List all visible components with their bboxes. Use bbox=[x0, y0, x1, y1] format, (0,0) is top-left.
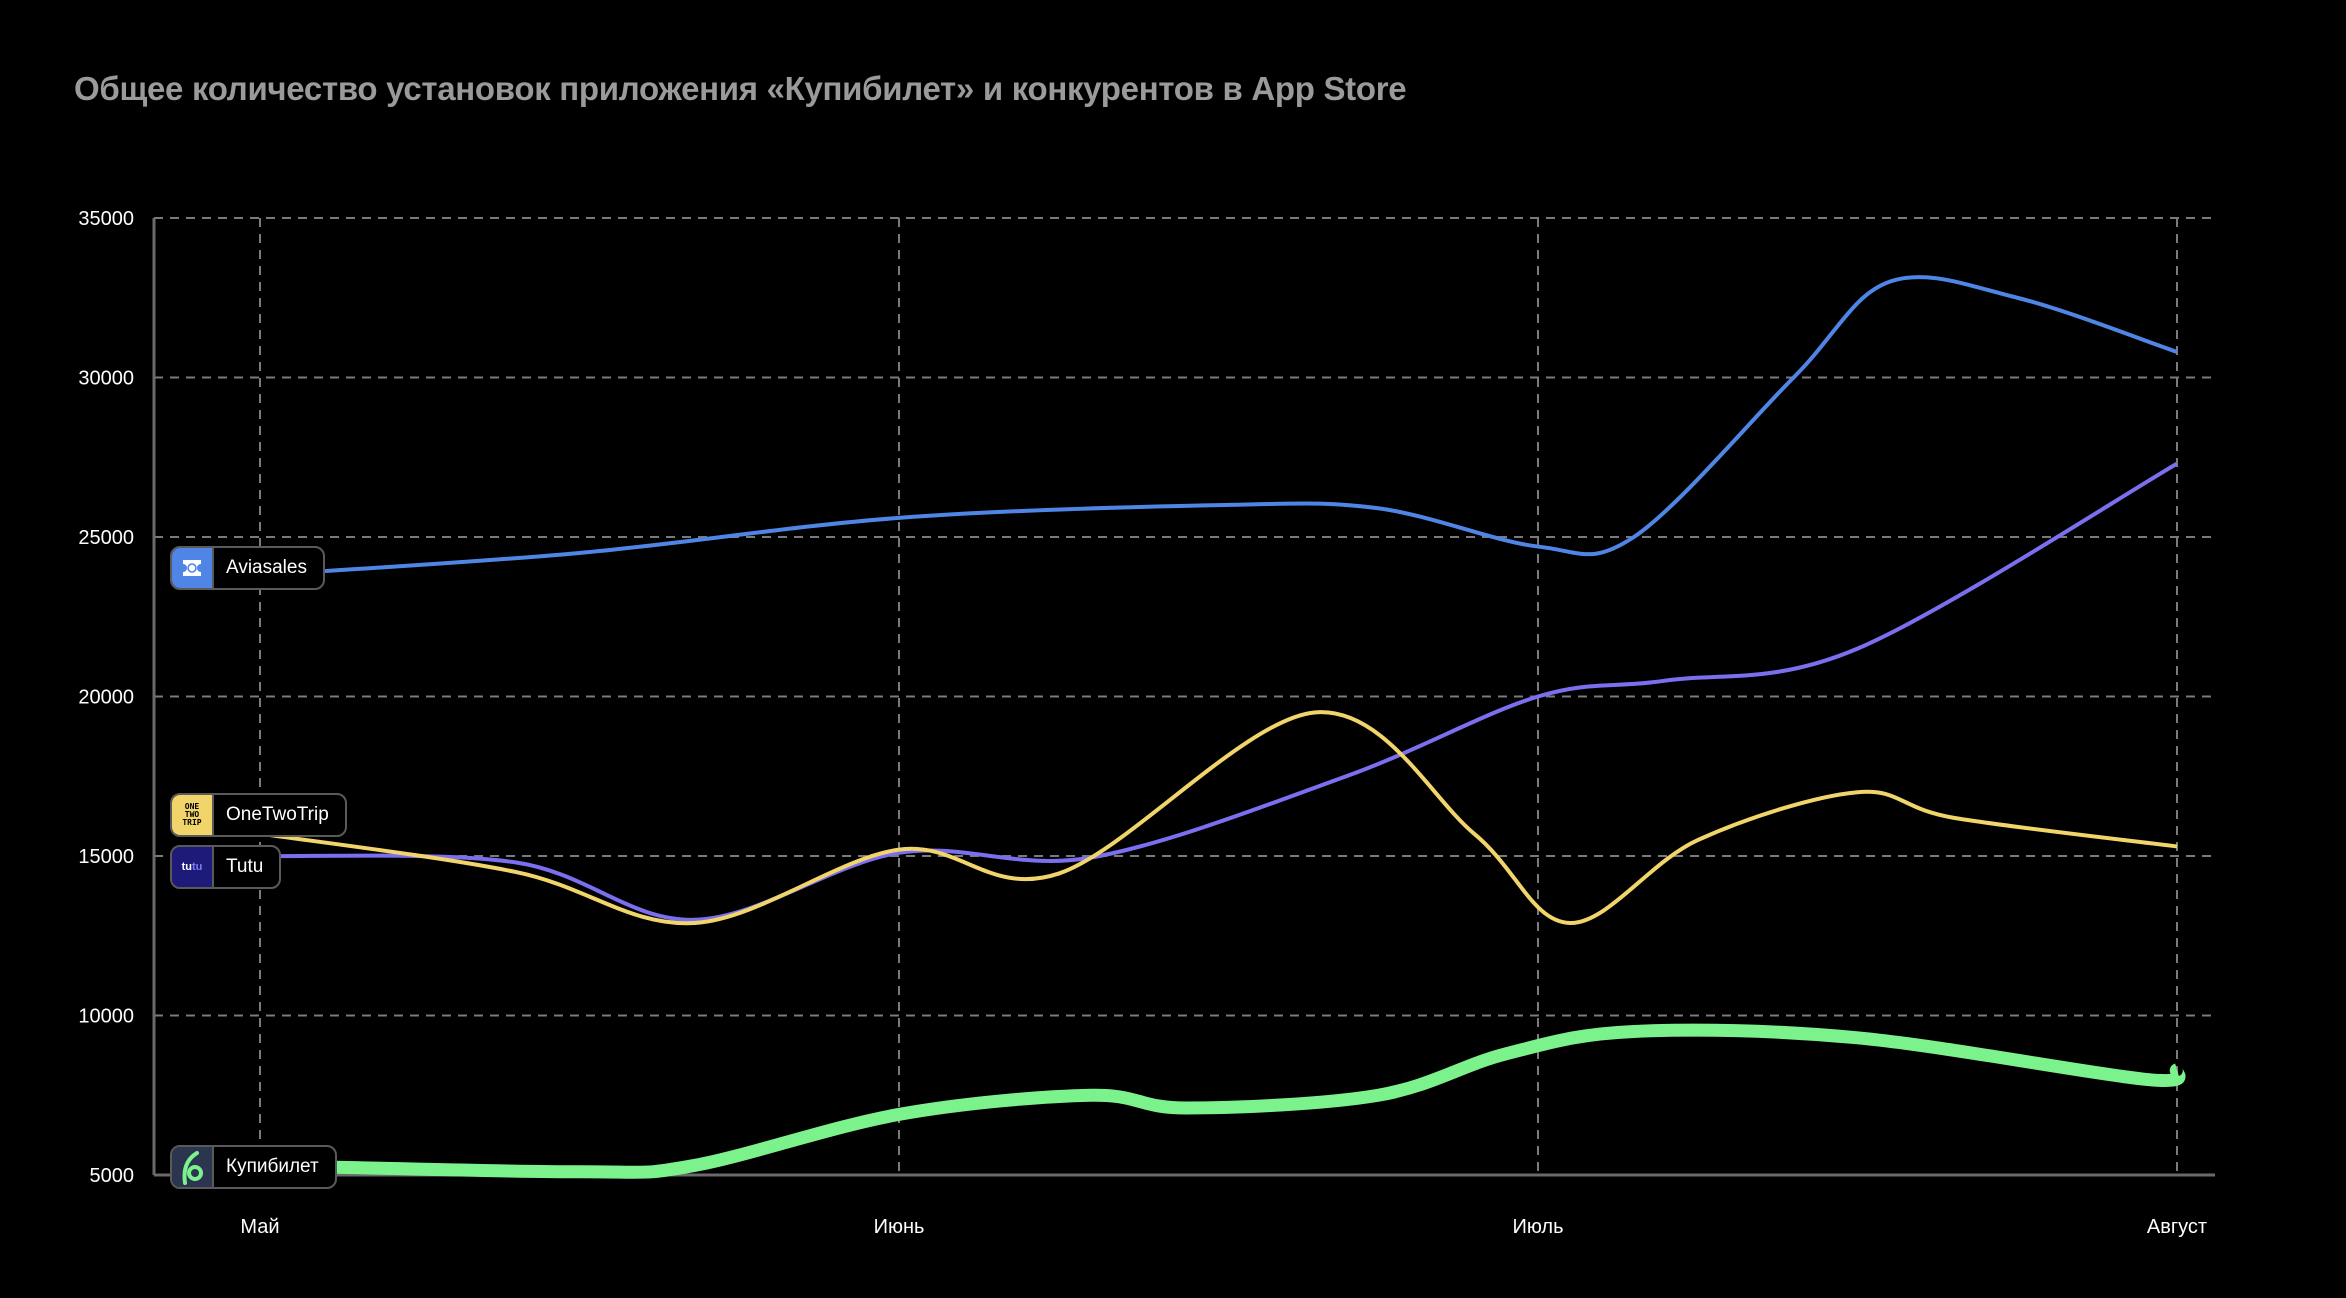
x-tick-label: Август bbox=[2147, 1216, 2207, 1238]
x-tick-label: Июль bbox=[1512, 1216, 1563, 1238]
x-tick-label: Май bbox=[240, 1216, 279, 1238]
y-tick-label: 5000 bbox=[90, 1165, 135, 1187]
y-tick-label: 10000 bbox=[78, 1006, 134, 1028]
legend-label: Tutu bbox=[226, 856, 264, 877]
onetwotrip-logo-icon: ONE TWO TRIP bbox=[172, 795, 214, 835]
grid bbox=[154, 217, 2215, 1175]
series-line-onetwotrip bbox=[259, 710, 2178, 926]
y-tick-label: 30000 bbox=[78, 368, 134, 390]
legend-item-aviasales[interactable]: Aviasales bbox=[170, 546, 325, 590]
chart-title: Общее количество установок приложения «К… bbox=[74, 70, 1407, 107]
kupibilet-logo-icon bbox=[172, 1147, 214, 1187]
y-axis-ticks: 35000 30000 25000 20000 15000 10000 5000 bbox=[78, 208, 134, 1187]
x-tick-label: Июнь bbox=[874, 1216, 925, 1238]
legend-item-tutu[interactable]: tutu Tutu bbox=[170, 845, 282, 889]
aviasales-logo-icon bbox=[172, 548, 214, 588]
y-tick-label: 20000 bbox=[78, 687, 134, 709]
legend-label: Купибилет bbox=[226, 1156, 319, 1177]
tutu-logo-icon: tutu bbox=[172, 847, 214, 887]
series-line-tutu bbox=[259, 461, 2179, 922]
y-tick-label: 35000 bbox=[78, 208, 134, 230]
y-tick-label: 25000 bbox=[78, 527, 134, 549]
series-line-купибилет bbox=[259, 1023, 2186, 1179]
y-tick-label: 15000 bbox=[78, 846, 134, 868]
legend-item-onetwotrip[interactable]: ONE TWO TRIP OneTwoTrip bbox=[170, 793, 347, 837]
series-line-aviasales bbox=[259, 275, 2178, 578]
legend-label: Aviasales bbox=[226, 557, 307, 578]
legend-label: OneTwoTrip bbox=[226, 804, 329, 825]
series-lines bbox=[259, 275, 2186, 1179]
legend-item-kupibilet[interactable]: Купибилет bbox=[170, 1145, 337, 1189]
x-axis-ticks: Май Июнь Июль Август bbox=[240, 1216, 2207, 1238]
